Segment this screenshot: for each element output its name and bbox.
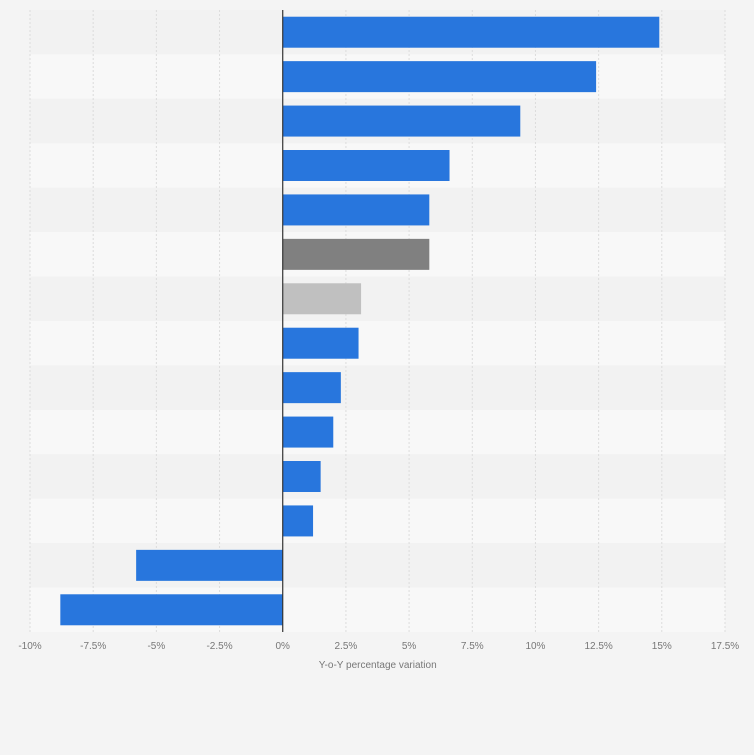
x-axis-title: Y-o-Y percentage variation [319,660,437,671]
x-tick-label: 7.5% [461,641,484,652]
x-tick-label: -2.5% [206,641,232,652]
bar [282,194,430,226]
x-tick-label: 2.5% [335,641,358,652]
row-band [30,365,725,410]
row-band [30,321,725,366]
x-tick-label: 15% [652,641,672,652]
bar [282,238,430,270]
row-band [30,543,725,588]
x-tick-label: 12.5% [584,641,612,652]
bar [282,150,450,181]
bar [282,372,341,404]
bar [282,283,362,315]
row-band [30,454,725,499]
x-tick-label: -7.5% [80,641,106,652]
row-band [30,498,725,544]
x-tick-label: 17.5% [711,641,739,652]
x-axis-ticks: -10% -7.5% -5% -2.5% 0% 2.5% 5% 7.5% 10% 12.5% 15%… [18,641,739,652]
bar [282,16,660,48]
bar [282,61,597,93]
bar [282,327,359,359]
x-tick-label: 5% [402,641,417,652]
x-tick-label: -5% [147,641,165,652]
bar [282,105,521,137]
row-band [30,409,725,455]
bar [60,594,283,626]
x-tick-label: 10% [525,641,545,652]
bar [282,505,314,537]
row-band [30,276,725,321]
bar-series [60,16,660,626]
bar [136,549,283,581]
row-bands [30,10,725,632]
bar [282,461,321,492]
x-tick-label: -10% [18,641,41,652]
x-tick-label: 0% [276,641,291,652]
bar [282,416,334,448]
